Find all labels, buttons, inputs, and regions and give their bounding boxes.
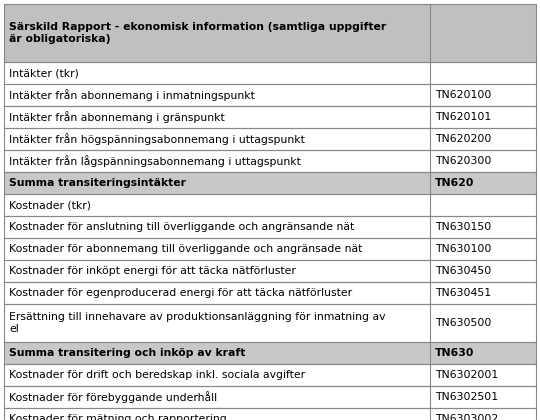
- Text: TN6302001: TN6302001: [435, 370, 498, 380]
- Bar: [4, 62, 536, 84]
- Bar: [4, 238, 536, 260]
- Bar: [4, 4, 536, 62]
- Bar: [4, 304, 536, 342]
- Text: Särskild Rapport - ekonomisk information (samtliga uppgifter
är obligatoriska): Särskild Rapport - ekonomisk information…: [9, 22, 386, 44]
- Bar: [4, 106, 536, 128]
- Text: Kostnader för mätning och rapportering: Kostnader för mätning och rapportering: [9, 414, 227, 420]
- Text: Kostnader för abonnemang till överliggande och angränsade nät: Kostnader för abonnemang till överliggan…: [9, 244, 362, 254]
- Text: Intäkter från abonnemang i inmatningspunkt: Intäkter från abonnemang i inmatningspun…: [9, 89, 255, 101]
- Bar: [4, 128, 536, 150]
- Text: Intäkter från abonnemang i gränspunkt: Intäkter från abonnemang i gränspunkt: [9, 111, 225, 123]
- Bar: [4, 282, 536, 304]
- Text: TN620101: TN620101: [435, 112, 491, 122]
- Text: TN630100: TN630100: [435, 244, 491, 254]
- Bar: [4, 150, 536, 172]
- Text: Kostnader för egenproducerad energi för att täcka nätförluster: Kostnader för egenproducerad energi för …: [9, 288, 352, 298]
- Text: TN6302501: TN6302501: [435, 392, 498, 402]
- Text: TN630150: TN630150: [435, 222, 491, 232]
- Text: Intäkter från lågspänningsabonnemang i uttagspunkt: Intäkter från lågspänningsabonnemang i u…: [9, 155, 301, 167]
- Text: Summa transitering och inköp av kraft: Summa transitering och inköp av kraft: [9, 348, 245, 358]
- Text: TN630500: TN630500: [435, 318, 491, 328]
- Bar: [4, 172, 536, 194]
- Text: Kostnader för drift och beredskap inkl. sociala avgifter: Kostnader för drift och beredskap inkl. …: [9, 370, 305, 380]
- Text: TN630451: TN630451: [435, 288, 491, 298]
- Text: Intäkter (tkr): Intäkter (tkr): [9, 68, 79, 78]
- Text: Summa transiteringsintäkter: Summa transiteringsintäkter: [9, 178, 186, 188]
- Text: Ersättning till innehavare av produktionsanläggning för inmatning av
el: Ersättning till innehavare av produktion…: [9, 312, 386, 334]
- Bar: [4, 260, 536, 282]
- Text: Kostnader (tkr): Kostnader (tkr): [9, 200, 91, 210]
- Text: TN630450: TN630450: [435, 266, 491, 276]
- Bar: [4, 386, 536, 408]
- Text: Kostnader för anslutning till överliggande och angränsande nät: Kostnader för anslutning till överliggan…: [9, 222, 354, 232]
- Bar: [4, 408, 536, 420]
- Bar: [4, 364, 536, 386]
- Text: TN630: TN630: [435, 348, 474, 358]
- Text: TN6303002: TN6303002: [435, 414, 498, 420]
- Bar: [4, 342, 536, 364]
- Text: Kostnader för förebyggande underhåll: Kostnader för förebyggande underhåll: [9, 391, 217, 403]
- Text: TN620100: TN620100: [435, 90, 491, 100]
- Text: TN620200: TN620200: [435, 134, 491, 144]
- Text: TN620: TN620: [435, 178, 474, 188]
- Bar: [4, 216, 536, 238]
- Text: TN620300: TN620300: [435, 156, 491, 166]
- Text: Kostnader för inköpt energi för att täcka nätförluster: Kostnader för inköpt energi för att täck…: [9, 266, 296, 276]
- Bar: [4, 84, 536, 106]
- Text: Intäkter från högspänningsabonnemang i uttagspunkt: Intäkter från högspänningsabonnemang i u…: [9, 133, 305, 145]
- Bar: [4, 194, 536, 216]
